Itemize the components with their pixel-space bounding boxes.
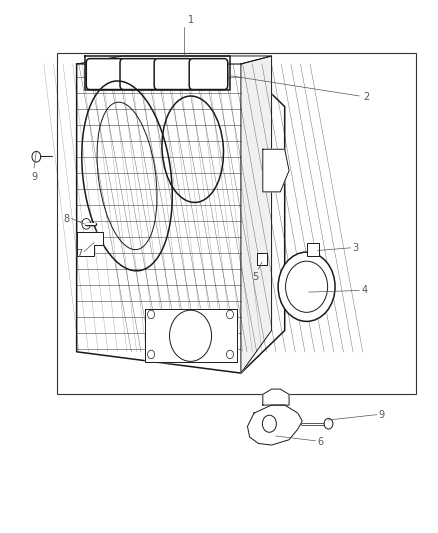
- Circle shape: [324, 418, 333, 429]
- Polygon shape: [77, 56, 272, 64]
- FancyBboxPatch shape: [154, 59, 192, 90]
- Text: 4: 4: [361, 286, 367, 295]
- FancyBboxPatch shape: [120, 59, 158, 90]
- Text: 2: 2: [364, 92, 370, 102]
- Polygon shape: [77, 232, 103, 256]
- Text: 8: 8: [63, 214, 69, 223]
- Text: 9: 9: [31, 172, 37, 182]
- Polygon shape: [145, 309, 237, 362]
- Polygon shape: [247, 405, 302, 445]
- Text: 7: 7: [76, 249, 82, 259]
- Text: 3: 3: [353, 243, 359, 253]
- Text: 1: 1: [187, 15, 194, 25]
- Circle shape: [286, 261, 328, 312]
- Polygon shape: [77, 64, 285, 373]
- Circle shape: [148, 350, 155, 359]
- Circle shape: [148, 310, 155, 319]
- Circle shape: [32, 151, 41, 162]
- Circle shape: [278, 252, 335, 321]
- Circle shape: [82, 219, 91, 229]
- FancyBboxPatch shape: [86, 59, 124, 90]
- Text: 9: 9: [379, 410, 385, 419]
- Polygon shape: [263, 389, 289, 405]
- Polygon shape: [241, 56, 272, 373]
- Bar: [57, 53, 416, 394]
- Polygon shape: [263, 149, 289, 192]
- Text: 5: 5: [252, 272, 258, 282]
- Circle shape: [262, 415, 276, 432]
- FancyBboxPatch shape: [307, 243, 319, 256]
- Circle shape: [170, 310, 212, 361]
- FancyBboxPatch shape: [189, 59, 228, 90]
- Text: 6: 6: [318, 438, 324, 447]
- Circle shape: [226, 350, 233, 359]
- FancyBboxPatch shape: [257, 253, 267, 265]
- Circle shape: [226, 310, 233, 319]
